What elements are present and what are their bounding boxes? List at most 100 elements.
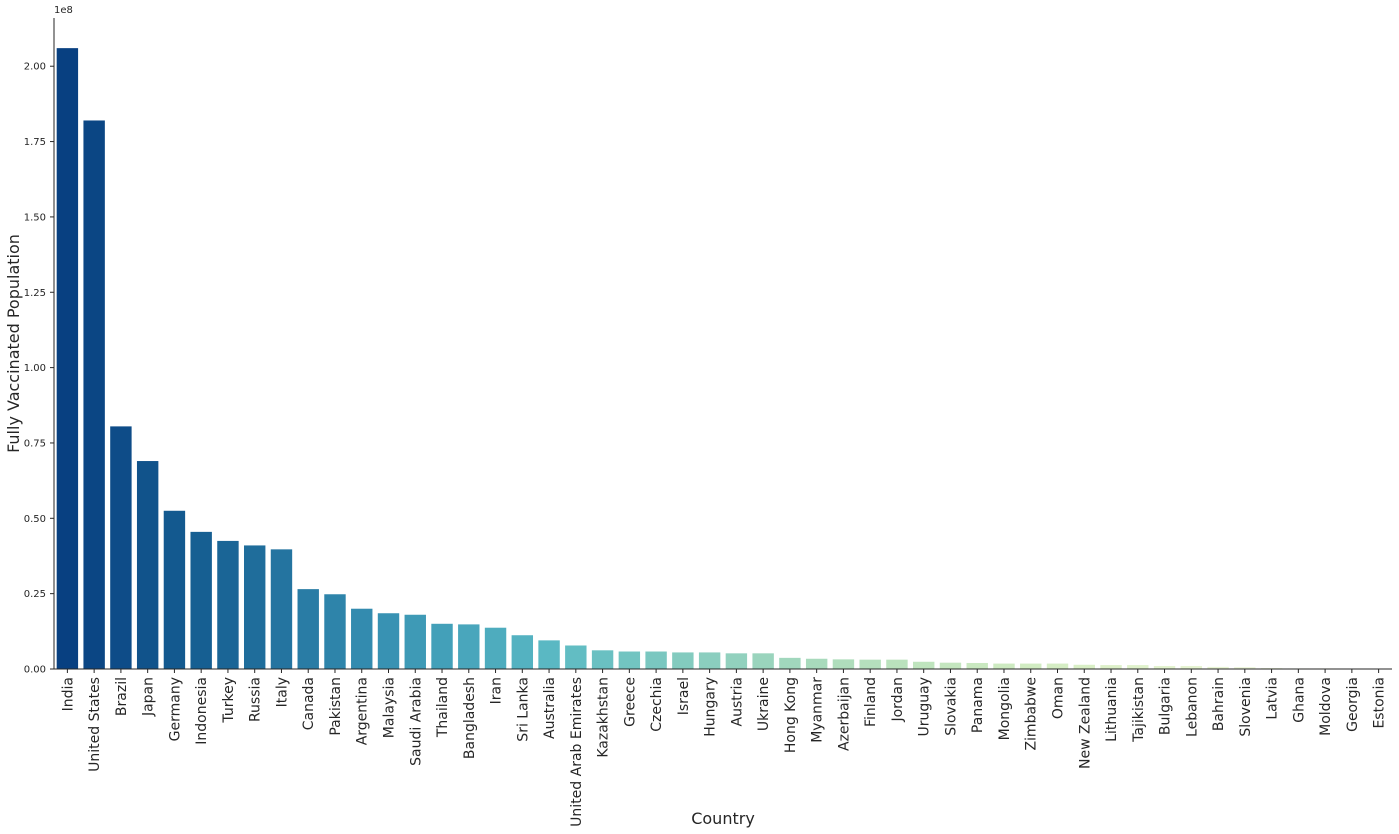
x-tick-label: Austria bbox=[729, 677, 745, 726]
x-axis: India United States Brazil Japan Germany Indo… bbox=[60, 669, 1388, 827]
y-tick-label: 1.50 bbox=[24, 212, 46, 223]
bar-brazil bbox=[110, 426, 132, 669]
y-tick-label: 0.50 bbox=[24, 514, 46, 525]
y-axis-title: Fully Vaccinated Population bbox=[4, 234, 23, 453]
x-tick-label: Mongolia bbox=[997, 677, 1013, 740]
x-tick-label: Myanmar bbox=[810, 677, 826, 743]
x-tick-label: Tajikistan bbox=[1131, 677, 1147, 743]
x-tick-label: Greece bbox=[622, 677, 638, 727]
y-tick-label: 0.00 bbox=[24, 665, 46, 676]
bar-ukraine bbox=[752, 653, 774, 669]
x-tick-label: Brazil bbox=[114, 677, 130, 716]
bar-jordan bbox=[886, 659, 908, 669]
bar-argentina bbox=[351, 608, 373, 669]
bar-pakistan bbox=[324, 594, 346, 669]
x-tick-label: Bangladesh bbox=[462, 677, 478, 759]
x-tick-label: Lithuania bbox=[1104, 677, 1120, 742]
bar-indonesia bbox=[190, 531, 212, 669]
x-tick-label: Germany bbox=[167, 677, 183, 741]
bar-thailand bbox=[431, 623, 453, 669]
x-tick-label: Latvia bbox=[1265, 677, 1281, 720]
bar-canada bbox=[297, 589, 319, 669]
x-tick-label: Ghana bbox=[1291, 677, 1307, 723]
x-tick-label: Bahrain bbox=[1211, 677, 1227, 731]
bar-slovenia bbox=[1234, 667, 1256, 669]
x-tick-label: Hong Kong bbox=[783, 677, 799, 753]
x-tick-label: Finland bbox=[863, 677, 879, 727]
bar-bangladesh bbox=[458, 624, 480, 669]
bar-hong-kong bbox=[779, 657, 801, 669]
bar-italy bbox=[270, 549, 293, 669]
x-tick-label: Slovakia bbox=[943, 677, 959, 736]
bar-greece bbox=[618, 651, 641, 669]
y-tick-label: 1.00 bbox=[24, 363, 46, 374]
bar-bahrain bbox=[1207, 666, 1229, 669]
bar-uruguay bbox=[913, 661, 935, 669]
bar-kazakhstan bbox=[591, 650, 614, 669]
bar-tajikistan bbox=[1127, 665, 1149, 669]
x-tick-label: United States bbox=[87, 677, 103, 772]
bar-lithuania bbox=[1100, 665, 1122, 669]
bar-russia bbox=[244, 545, 266, 669]
x-tick-label: Argentina bbox=[355, 677, 371, 745]
x-tick-label: Hungary bbox=[703, 677, 719, 737]
bar-mongolia bbox=[993, 663, 1015, 669]
x-tick-label: Israel bbox=[676, 677, 692, 715]
x-tick-label: Saudi Arabia bbox=[408, 677, 424, 766]
x-tick-label: Azerbaijan bbox=[836, 677, 852, 751]
bar-lebanon bbox=[1180, 665, 1203, 669]
x-tick-label: Estonia bbox=[1372, 677, 1388, 729]
y-offset-label: 1e8 bbox=[54, 5, 73, 16]
x-tick-label: Panama bbox=[970, 677, 986, 733]
bar-united-states bbox=[83, 120, 105, 670]
x-tick-label: Malaysia bbox=[382, 677, 398, 738]
bar-germany bbox=[163, 510, 186, 669]
x-tick-label: Slovenia bbox=[1238, 677, 1254, 737]
bar-india bbox=[56, 48, 79, 669]
bar-slovakia bbox=[939, 662, 962, 669]
y-tick-label: 1.25 bbox=[24, 288, 46, 299]
x-tick-label: Sri Lanka bbox=[515, 677, 531, 742]
bar-saudi-arabia bbox=[404, 614, 426, 669]
y-tick-label: 2.00 bbox=[24, 62, 46, 73]
bar-czechia bbox=[645, 651, 667, 669]
x-tick-label: Russia bbox=[248, 677, 264, 722]
bar-panama bbox=[966, 662, 988, 669]
bar-oman bbox=[1046, 663, 1069, 669]
x-tick-label: Canada bbox=[301, 677, 317, 730]
x-tick-label: Iran bbox=[489, 677, 505, 704]
x-tick-label: Zimbabwe bbox=[1024, 677, 1040, 751]
bar-japan bbox=[136, 461, 159, 669]
bar-zimbabwe bbox=[1020, 663, 1042, 669]
x-tick-label: Uruguay bbox=[917, 677, 933, 737]
bar-australia bbox=[538, 640, 560, 669]
bar-new-zealand bbox=[1073, 664, 1095, 669]
x-tick-label: Indonesia bbox=[194, 677, 210, 745]
bar-azerbaijan bbox=[832, 659, 855, 669]
x-tick-label: United Arab Emirates bbox=[569, 677, 585, 827]
x-tick-label: Australia bbox=[542, 677, 558, 739]
bar-finland bbox=[859, 659, 881, 669]
bar-sri-lanka bbox=[511, 635, 534, 669]
x-tick-label: Pakistan bbox=[328, 677, 344, 736]
bar-myanmar bbox=[805, 658, 828, 669]
x-tick-label: Oman bbox=[1051, 677, 1067, 719]
x-tick-label: Japan bbox=[141, 677, 157, 717]
bar-united-arab-emirates bbox=[565, 645, 587, 669]
bar-malaysia bbox=[377, 613, 400, 669]
x-tick-label: Kazakhstan bbox=[596, 677, 612, 758]
x-tick-label: Moldova bbox=[1318, 677, 1334, 736]
x-tick-label: New Zealand bbox=[1077, 677, 1093, 769]
x-tick-label: Bulgaria bbox=[1158, 677, 1174, 735]
x-tick-label: Lebanon bbox=[1184, 677, 1200, 737]
y-axis: 0.00 0.25 0.50 0.75 1.00 1.25 1.50 1.75 2.00 bbox=[24, 62, 54, 676]
x-tick-label: India bbox=[60, 677, 76, 711]
x-tick-label: Ukraine bbox=[756, 677, 772, 731]
bar-hungary bbox=[698, 652, 721, 669]
bar-israel bbox=[672, 652, 694, 669]
bars-group bbox=[56, 48, 1390, 670]
x-tick-label: Georgia bbox=[1345, 677, 1361, 732]
y-tick-label: 0.75 bbox=[24, 438, 46, 449]
